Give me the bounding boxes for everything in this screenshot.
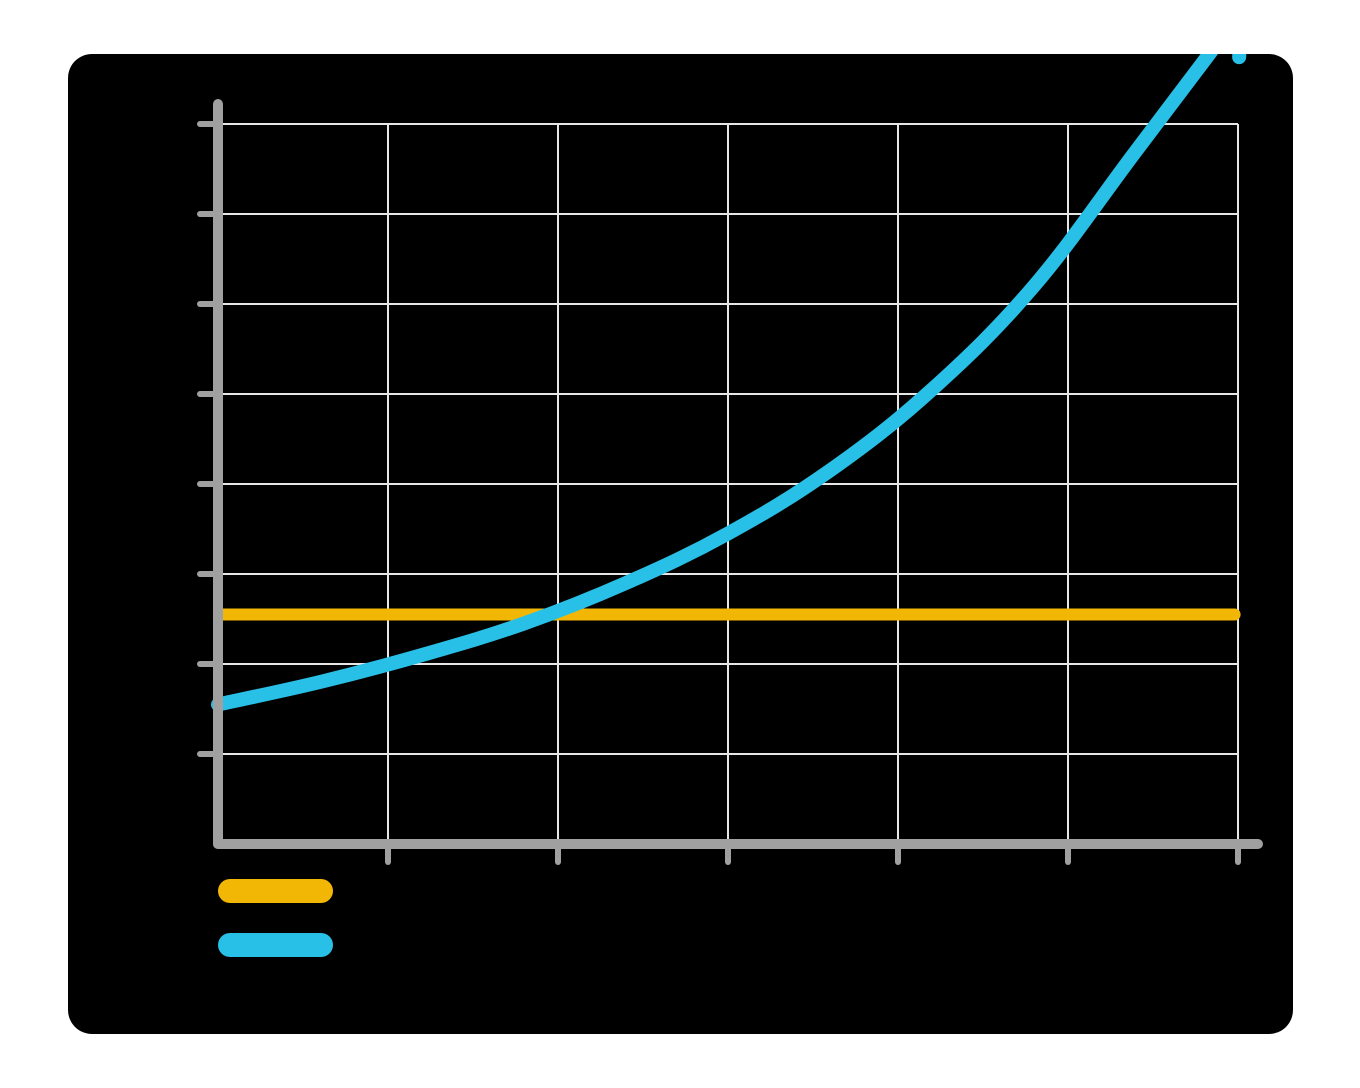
chart-legend — [218, 879, 333, 957]
legend-item-growth — [218, 933, 333, 957]
legend-swatch-growth — [218, 933, 333, 957]
legend-swatch-flat — [218, 879, 333, 903]
chart-card — [68, 54, 1293, 1034]
legend-item-flat — [218, 879, 333, 903]
